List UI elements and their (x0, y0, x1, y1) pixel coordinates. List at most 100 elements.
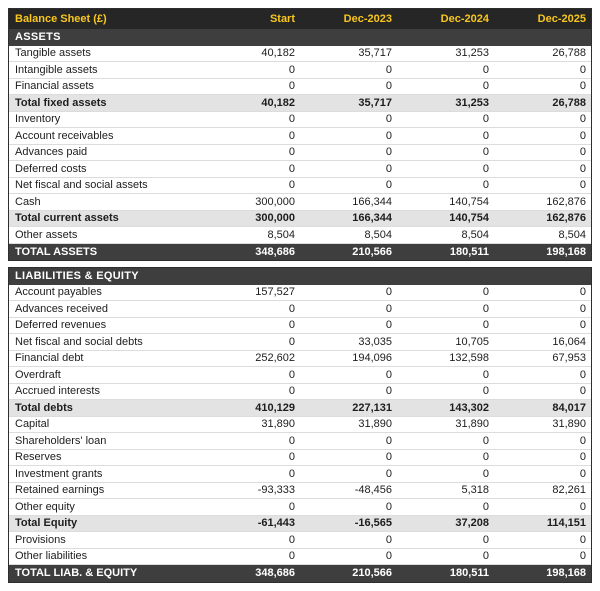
row-label: Overdraft (15, 368, 61, 381)
column-header-dec-2023: Dec-2023 (343, 13, 392, 25)
section-gap (8, 261, 592, 267)
row-value: 140,754 (449, 195, 489, 208)
row-value: 0 (288, 533, 295, 546)
row-label: Intangible assets (15, 63, 98, 76)
table-row: Inventory 0 0 0 0 (9, 111, 591, 128)
row-value: 198,168 (546, 567, 586, 580)
row-label: Total debts (15, 401, 73, 414)
row-value: 26,788 (552, 96, 586, 109)
row-value: 0 (385, 63, 392, 76)
row-value: 166,344 (352, 212, 392, 225)
table-row: Financial assets 0 0 0 0 (9, 78, 591, 95)
subtotal-row: Total fixed assets 40,182 35,717 31,253 26,7… (9, 95, 591, 112)
row-value: 0 (482, 533, 489, 546)
row-value: 157,527 (255, 286, 295, 299)
table-row: Net fiscal and social assets 0 0 0 0 (9, 177, 591, 194)
row-value: 0 (288, 467, 295, 480)
row-value: 300,000 (255, 195, 295, 208)
row-value: 31,890 (261, 418, 295, 431)
column-header-dec-2025: Dec-2025 (537, 13, 586, 25)
row-value: 0 (385, 80, 392, 93)
row-value: 0 (579, 434, 586, 447)
row-value: 198,168 (546, 245, 586, 258)
row-value: 0 (385, 113, 392, 126)
row-value: 10,705 (455, 335, 489, 348)
row-value: 0 (482, 162, 489, 175)
row-value: 210,566 (352, 567, 392, 580)
row-label: Retained earnings (15, 484, 105, 497)
row-value: 0 (579, 179, 586, 192)
row-value: 0 (482, 80, 489, 93)
table-row: Other liabilities 0 0 0 0 (9, 548, 591, 565)
row-value: 0 (385, 129, 392, 142)
table-row: Other equity 0 0 0 0 (9, 499, 591, 516)
row-value: 0 (385, 146, 392, 159)
row-value: 132,598 (449, 352, 489, 365)
table-row: Cash 300,000 166,344 140,754 162,876 (9, 194, 591, 211)
table-row: Intangible assets 0 0 0 0 (9, 62, 591, 79)
row-label: Shareholders' loan (15, 434, 107, 447)
row-label: Total Equity (15, 517, 78, 530)
row-value: 0 (385, 385, 392, 398)
row-value: 35,717 (358, 47, 392, 60)
row-value: 0 (385, 533, 392, 546)
row-label: Financial debt (15, 352, 84, 365)
row-value: 410,129 (255, 401, 295, 414)
row-value: 0 (482, 146, 489, 159)
row-value: 0 (579, 113, 586, 126)
row-label: Advances paid (15, 146, 88, 159)
row-value: 0 (482, 286, 489, 299)
row-value: 40,182 (261, 96, 295, 109)
row-value: 166,344 (352, 195, 392, 208)
row-label: Deferred costs (15, 162, 87, 175)
row-value: 8,504 (558, 228, 586, 241)
table-row: Other assets 8,504 8,504 8,504 8,504 (9, 227, 591, 244)
row-value: 300,000 (255, 212, 295, 225)
row-value: 84,017 (552, 401, 586, 414)
row-value: 67,953 (552, 352, 586, 365)
table-row: Financial debt 252,602 194,096 132,598 67,95… (9, 350, 591, 367)
row-value: 0 (385, 179, 392, 192)
row-label: Deferred revenues (15, 319, 107, 332)
row-value: 37,208 (455, 517, 489, 530)
row-value: 0 (288, 319, 295, 332)
row-value: 194,096 (352, 352, 392, 365)
row-value: 0 (579, 533, 586, 546)
row-label: Other equity (15, 500, 75, 513)
row-label: Net fiscal and social assets (15, 179, 148, 192)
row-value: 0 (482, 113, 489, 126)
row-value: 210,566 (352, 245, 392, 258)
table-row: Advances paid 0 0 0 0 (9, 144, 591, 161)
row-label: Account receivables (15, 129, 114, 142)
table-row: Deferred costs 0 0 0 0 (9, 161, 591, 178)
subtotal-row: Total Equity -61,443 -16,565 37,208 114,151 (9, 515, 591, 532)
table-row: Overdraft 0 0 0 0 (9, 367, 591, 384)
table-row: Net fiscal and social debts 0 33,035 10,705… (9, 334, 591, 351)
row-value: 0 (482, 467, 489, 480)
row-value: 0 (288, 179, 295, 192)
row-value: 0 (288, 451, 295, 464)
table-row: Advances received 0 0 0 0 (9, 301, 591, 318)
row-value: 5,318 (461, 484, 489, 497)
row-value: 0 (288, 113, 295, 126)
row-value: 0 (482, 319, 489, 332)
row-label: Capital (15, 418, 50, 431)
row-value: 31,890 (455, 418, 489, 431)
row-label: Inventory (15, 113, 61, 126)
row-value: 82,261 (552, 484, 586, 497)
section-header-row: LIABILITIES & EQUITY (9, 268, 591, 285)
table-row: Account payables 157,527 0 0 0 (9, 284, 591, 301)
row-value: 0 (385, 550, 392, 563)
row-label: Provisions (15, 533, 66, 546)
row-value: 0 (579, 80, 586, 93)
row-value: 0 (482, 550, 489, 563)
row-value: 0 (579, 302, 586, 315)
row-value: 0 (288, 550, 295, 563)
row-value: 162,876 (546, 212, 586, 225)
table-row: Reserves 0 0 0 0 (9, 449, 591, 466)
row-value: 0 (288, 80, 295, 93)
row-value: -93,333 (257, 484, 295, 497)
row-value: 0 (385, 286, 392, 299)
row-label: Other liabilities (15, 550, 88, 563)
row-value: 8,504 (461, 228, 489, 241)
